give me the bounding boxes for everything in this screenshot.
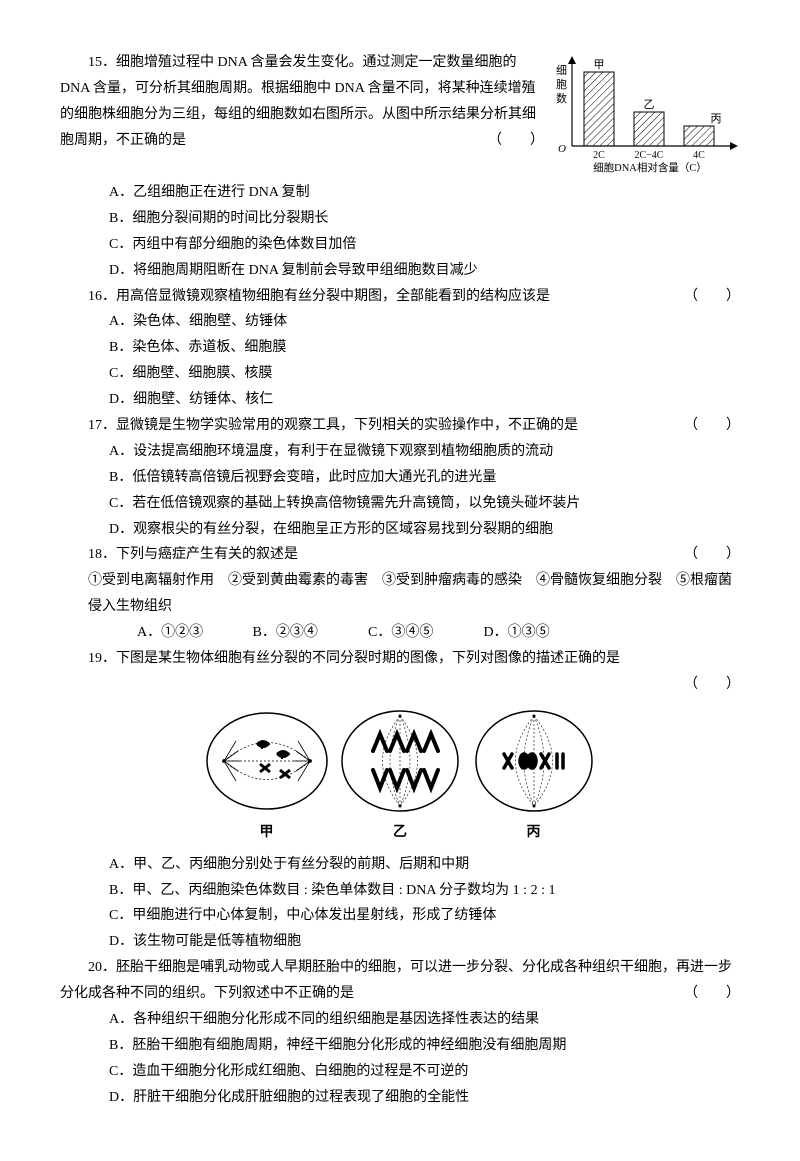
q17-stem: 17．显微镜是生物学实验常用的观察工具，下列相关的实验操作中，不正确的是 （ ） bbox=[60, 413, 740, 439]
paren: （ ） bbox=[460, 128, 544, 154]
cell-bing bbox=[469, 706, 599, 816]
bar-label-yi: 乙 bbox=[644, 98, 655, 111]
q19-optB[interactable]: B．甲、乙、丙细胞染色体数目 : 染色单体数目 : DNA 分子数均为 1 : … bbox=[109, 878, 740, 904]
q19-stem: 19．下图是某生物体细胞有丝分裂的不同分裂时期的图像，下列对图像的描述正确的是 bbox=[60, 646, 740, 672]
svg-text:胞: 胞 bbox=[556, 78, 567, 91]
svg-text:数: 数 bbox=[556, 92, 567, 105]
q20-optA[interactable]: A．各种组织干细胞分化形成不同的组织细胞是基因选择性表达的结果 bbox=[109, 1007, 740, 1033]
q19-options: A．甲、乙、丙细胞分别处于有丝分裂的前期、后期和中期 B．甲、乙、丙细胞染色体数… bbox=[60, 852, 740, 956]
cell-yi bbox=[335, 706, 465, 816]
cell-jia bbox=[202, 706, 332, 816]
q18-clauses: ①受到电离辐射作用 ②受到黄曲霉素的毒害 ③受到肿瘤病毒的感染 ④骨髓恢复细胞分… bbox=[60, 568, 740, 620]
q18-optA[interactable]: A．①②③ bbox=[137, 620, 249, 646]
q17-optB[interactable]: B．低倍镜转高倍镜后视野会变暗，此时应加大通光孔的进光量 bbox=[109, 465, 740, 491]
q16-options: A．染色体、细胞壁、纺锤体 B．染色体、赤道板、细胞膜 C．细胞壁、细胞膜、核膜… bbox=[60, 309, 740, 413]
q16-optC[interactable]: C．细胞壁、细胞膜、核膜 bbox=[109, 361, 740, 387]
q18-optC[interactable]: C．③④⑤ bbox=[368, 620, 480, 646]
label-yi: 乙 bbox=[335, 820, 465, 846]
q20-options: A．各种组织干细胞分化形成不同的组织细胞是基因选择性表达的结果 B．胚胎干细胞有… bbox=[60, 1007, 740, 1111]
label-jia: 甲 bbox=[202, 820, 332, 846]
q16-optB[interactable]: B．染色体、赤道板、细胞膜 bbox=[109, 335, 740, 361]
ylabel-1: 细 bbox=[556, 64, 567, 77]
q18-optD[interactable]: D．①③⑤ bbox=[484, 620, 596, 646]
q19-paren: （ ） bbox=[60, 672, 740, 698]
q20-optD[interactable]: D．肝脏干细胞分化成肝脏细胞的过程表现了细胞的全能性 bbox=[109, 1085, 740, 1111]
q18-optB[interactable]: B．②③④ bbox=[253, 620, 365, 646]
q20-optB[interactable]: B．胚胎干细胞有细胞周期，神经干细胞分化形成的神经细胞没有细胞周期 bbox=[109, 1033, 740, 1059]
label-bing: 丙 bbox=[469, 820, 599, 846]
q20-stem: 20．胚胎干细胞是哺乳动物或人早期胚胎中的细胞，可以进一步分裂、分化成各种组织干… bbox=[60, 955, 740, 1007]
q17-optD[interactable]: D．观察根尖的有丝分裂，在细胞呈正方形的区域容易找到分裂期的细胞 bbox=[109, 517, 740, 543]
q15-chart: O 细 胞 数 甲 乙 丙 2C 2C−4C 4C 细胞DNA相对含量（C） bbox=[550, 54, 740, 174]
q17-optA[interactable]: A．设法提高细胞环境温度，有利于在显微镜下观察到植物细胞质的流动 bbox=[109, 439, 740, 465]
svg-text:2C−4C: 2C−4C bbox=[635, 150, 664, 161]
q19-optA[interactable]: A．甲、乙、丙细胞分别处于有丝分裂的前期、后期和中期 bbox=[109, 852, 740, 878]
bar-label-bing: 丙 bbox=[711, 113, 722, 125]
q20-optC[interactable]: C．造血干细胞分化形成红细胞、白细胞的过程是不可逆的 bbox=[109, 1059, 740, 1085]
q16-optA[interactable]: A．染色体、细胞壁、纺锤体 bbox=[109, 309, 740, 335]
svg-text:4C: 4C bbox=[693, 150, 705, 161]
q17-options: A．设法提高细胞环境温度，有利于在显微镜下观察到植物细胞质的流动 B．低倍镜转高… bbox=[60, 439, 740, 543]
q15-optD[interactable]: D．将细胞周期阻断在 DNA 复制前会导致甲组细胞数目减少 bbox=[109, 258, 740, 284]
q15: O 细 胞 数 甲 乙 丙 2C 2C−4C 4C 细胞DNA相对含量（C） 1… bbox=[60, 50, 740, 284]
q19-optC[interactable]: C．甲细胞进行中心体复制，中心体发出星射线，形成了纺锤体 bbox=[109, 903, 740, 929]
q18-options: A．①②③ B．②③④ C．③④⑤ D．①③⑤ bbox=[60, 620, 740, 646]
q15-optC[interactable]: C．丙组中有部分细胞的染色体数目加倍 bbox=[109, 232, 740, 258]
q19-labels: 甲 乙 丙 bbox=[60, 820, 740, 846]
q16-stem: 16．用高倍显微镜观察植物细胞有丝分裂中期图，全部能看到的结构应该是 （ ） bbox=[60, 284, 740, 310]
q18-stem: 18．下列与癌症产生有关的叙述是 （ ） bbox=[60, 542, 740, 568]
q16-optD[interactable]: D．细胞壁、纺锤体、核仁 bbox=[109, 387, 740, 413]
svg-text:2C: 2C bbox=[593, 150, 605, 161]
q15-optA[interactable]: A．乙组细胞正在进行 DNA 复制 bbox=[109, 180, 740, 206]
bar-label-jia: 甲 bbox=[594, 59, 605, 71]
q19-optD[interactable]: D．该生物可能是低等植物细胞 bbox=[109, 929, 740, 955]
q15-optB[interactable]: B．细胞分裂间期的时间比分裂期长 bbox=[109, 206, 740, 232]
xaxis-label: 细胞DNA相对含量（C） bbox=[593, 161, 707, 174]
q15-options: A．乙组细胞正在进行 DNA 复制 B．细胞分裂间期的时间比分裂期长 C．丙组中… bbox=[60, 180, 740, 284]
q19-diagrams bbox=[60, 706, 740, 816]
q17-optC[interactable]: C．若在低倍镜观察的基础上转换高倍物镜需先升高镜筒，以免镜头碰坏装片 bbox=[109, 491, 740, 517]
svg-text:O: O bbox=[558, 143, 566, 155]
